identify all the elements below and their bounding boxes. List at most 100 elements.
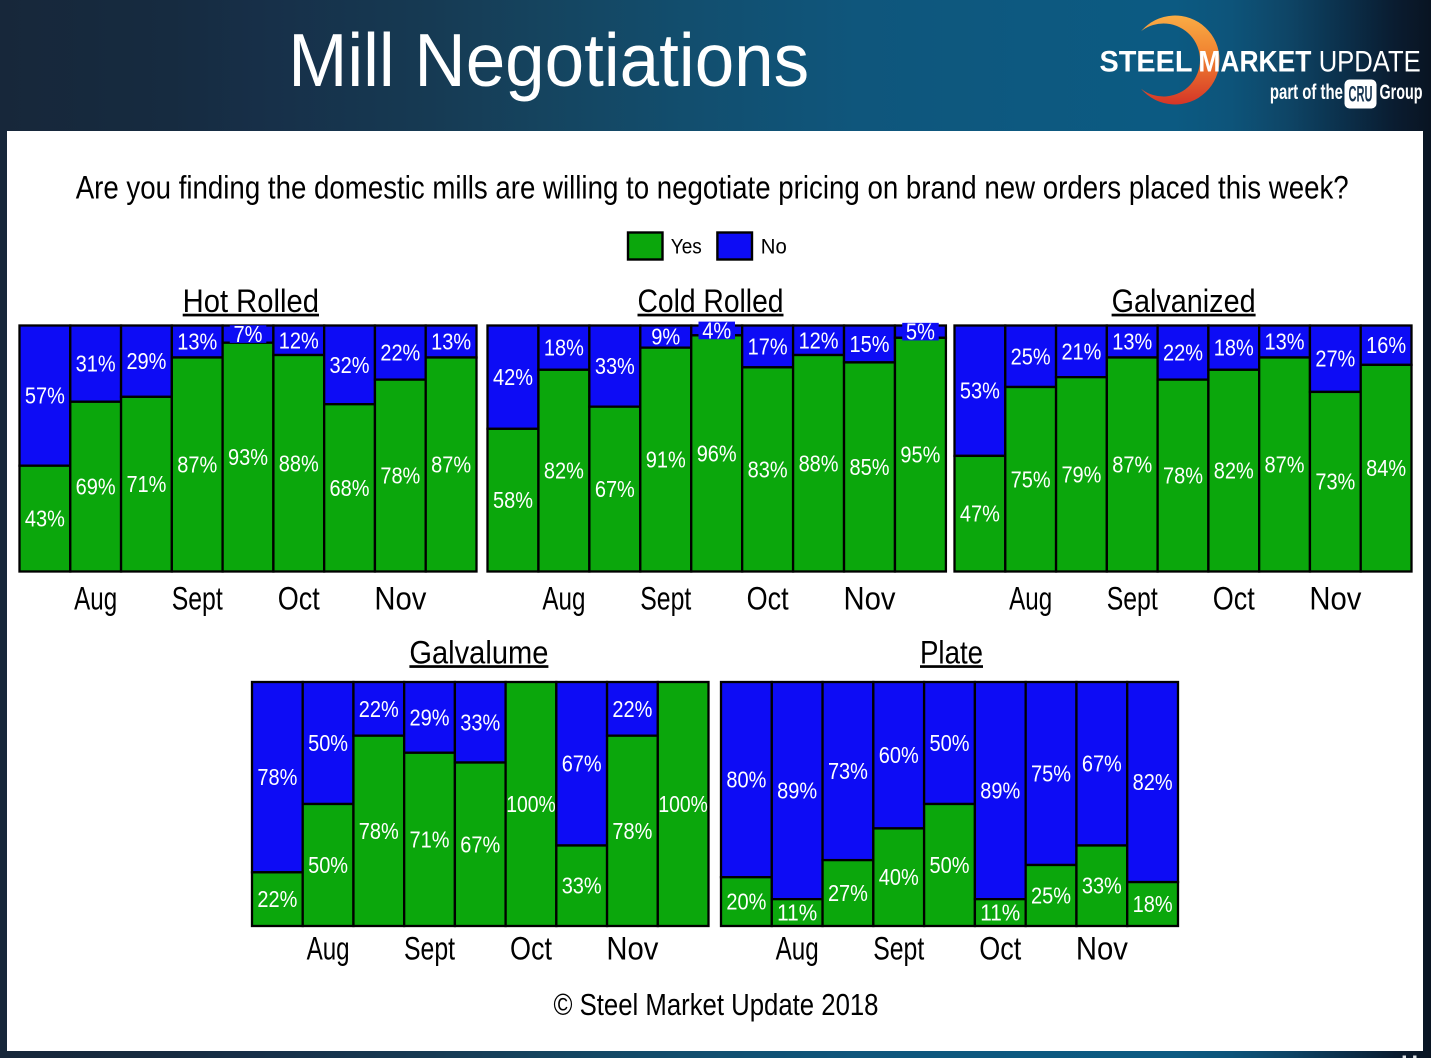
svg-text:78%: 78%	[257, 764, 297, 790]
svg-text:73%: 73%	[1315, 469, 1355, 495]
svg-text:Mill Negotiations: Mill Negotiations	[288, 18, 809, 102]
svg-text:93%: 93%	[228, 444, 268, 470]
svg-text:Sept: Sept	[640, 581, 691, 617]
svg-text:89%: 89%	[980, 778, 1020, 804]
svg-text:Yes: Yes	[671, 236, 702, 259]
svg-text:82%: 82%	[1133, 769, 1173, 795]
svg-text:29%: 29%	[126, 348, 166, 374]
svg-text:Galvanized: Galvanized	[1112, 283, 1256, 319]
svg-text:Aug: Aug	[542, 581, 585, 617]
svg-text:Sept: Sept	[873, 931, 924, 967]
svg-text:87%: 87%	[431, 451, 471, 477]
svg-text:Aug: Aug	[74, 581, 117, 617]
svg-text:No: No	[761, 236, 787, 259]
svg-text:part of the: part of the	[1270, 81, 1343, 104]
svg-text:Cold Rolled: Cold Rolled	[638, 283, 784, 319]
svg-text:33%: 33%	[1082, 873, 1122, 899]
svg-text:22%: 22%	[380, 340, 420, 366]
svg-text:Sept: Sept	[172, 581, 223, 617]
svg-text:67%: 67%	[460, 831, 500, 857]
svg-text:80%: 80%	[726, 767, 766, 793]
svg-text:73%: 73%	[828, 758, 868, 784]
svg-text:75%: 75%	[1031, 761, 1071, 787]
svg-text:50%: 50%	[930, 852, 970, 878]
svg-text:40%: 40%	[879, 864, 919, 890]
svg-text:82%: 82%	[544, 458, 584, 484]
svg-text:STEEL: STEEL	[1100, 46, 1193, 79]
svg-text:18%: 18%	[1214, 335, 1254, 361]
svg-text:17%: 17%	[748, 333, 788, 359]
svg-text:12%: 12%	[279, 327, 319, 353]
svg-text:57%: 57%	[25, 383, 65, 409]
svg-text:32%: 32%	[330, 352, 370, 378]
svg-text:88%: 88%	[799, 450, 839, 476]
svg-text:22%: 22%	[359, 696, 399, 722]
svg-text:Oct: Oct	[747, 581, 789, 617]
svg-text:13%: 13%	[177, 328, 217, 354]
svg-text:88%: 88%	[279, 450, 319, 476]
svg-text:91%: 91%	[646, 447, 686, 473]
svg-text:Sept: Sept	[1107, 581, 1158, 617]
svg-text:Group: Group	[1380, 81, 1423, 104]
svg-text:Aug: Aug	[1009, 581, 1052, 617]
svg-text:27%: 27%	[828, 880, 868, 906]
svg-text:78%: 78%	[1163, 463, 1203, 489]
svg-text:Aug: Aug	[307, 931, 350, 967]
svg-text:89%: 89%	[777, 778, 817, 804]
svg-text:31%: 31%	[76, 351, 116, 377]
svg-text:75%: 75%	[1011, 466, 1051, 492]
svg-text:CRU: CRU	[1349, 82, 1373, 107]
svg-text:Hot Rolled: Hot Rolled	[183, 283, 319, 319]
svg-text:MARKET: MARKET	[1198, 46, 1311, 79]
svg-text:85%: 85%	[850, 454, 890, 480]
svg-text:12%: 12%	[799, 327, 839, 353]
svg-text:95%: 95%	[900, 442, 940, 468]
svg-text:43%: 43%	[25, 506, 65, 532]
svg-text:5%: 5%	[906, 319, 935, 345]
svg-text:100%: 100%	[506, 791, 556, 817]
svg-text:22%: 22%	[612, 696, 652, 722]
svg-text:Nov: Nov	[1309, 581, 1361, 617]
svg-text:22%: 22%	[1163, 340, 1203, 366]
svg-text:87%: 87%	[1265, 451, 1305, 477]
svg-text:78%: 78%	[380, 463, 420, 489]
svg-text:71%: 71%	[126, 471, 166, 497]
svg-text:15%: 15%	[850, 331, 890, 357]
svg-text:4%: 4%	[702, 317, 731, 343]
svg-text:18%: 18%	[1133, 891, 1173, 917]
svg-text:13%: 13%	[1112, 328, 1152, 354]
svg-text:Galvalume: Galvalume	[409, 635, 548, 671]
svg-text:25%: 25%	[1031, 883, 1071, 909]
svg-text:Sept: Sept	[404, 931, 455, 967]
svg-text:79%: 79%	[1061, 461, 1101, 487]
svg-text:82%: 82%	[1214, 458, 1254, 484]
svg-text:13%: 13%	[431, 328, 471, 354]
svg-text:50%: 50%	[930, 730, 970, 756]
svg-text:Aug: Aug	[776, 931, 819, 967]
svg-text:22%: 22%	[257, 886, 297, 912]
svg-text:13%: 13%	[1265, 328, 1305, 354]
svg-text:68%: 68%	[330, 475, 370, 501]
svg-text:69%: 69%	[76, 474, 116, 500]
svg-text:71%: 71%	[410, 826, 450, 852]
svg-text:25%: 25%	[1011, 343, 1051, 369]
svg-text:29%: 29%	[410, 704, 450, 730]
svg-text:Nov: Nov	[1076, 931, 1128, 967]
svg-text:Nov: Nov	[374, 581, 426, 617]
svg-text:50%: 50%	[308, 852, 348, 878]
svg-text:47%: 47%	[960, 501, 1000, 527]
svg-text:87%: 87%	[177, 451, 217, 477]
svg-text:Oct: Oct	[278, 581, 320, 617]
svg-text:78%: 78%	[612, 818, 652, 844]
svg-text:27%: 27%	[1315, 346, 1355, 372]
svg-text:58%: 58%	[493, 487, 533, 513]
svg-text:87%: 87%	[1112, 451, 1152, 477]
svg-text:83%: 83%	[748, 456, 788, 482]
svg-text:16%: 16%	[1366, 332, 1406, 358]
svg-text:67%: 67%	[562, 751, 602, 777]
svg-text:84%: 84%	[1366, 455, 1406, 481]
svg-text:Nov: Nov	[606, 931, 658, 967]
svg-text:33%: 33%	[460, 709, 500, 735]
svg-text:Oct: Oct	[979, 931, 1021, 967]
svg-text:21%: 21%	[1061, 338, 1101, 364]
